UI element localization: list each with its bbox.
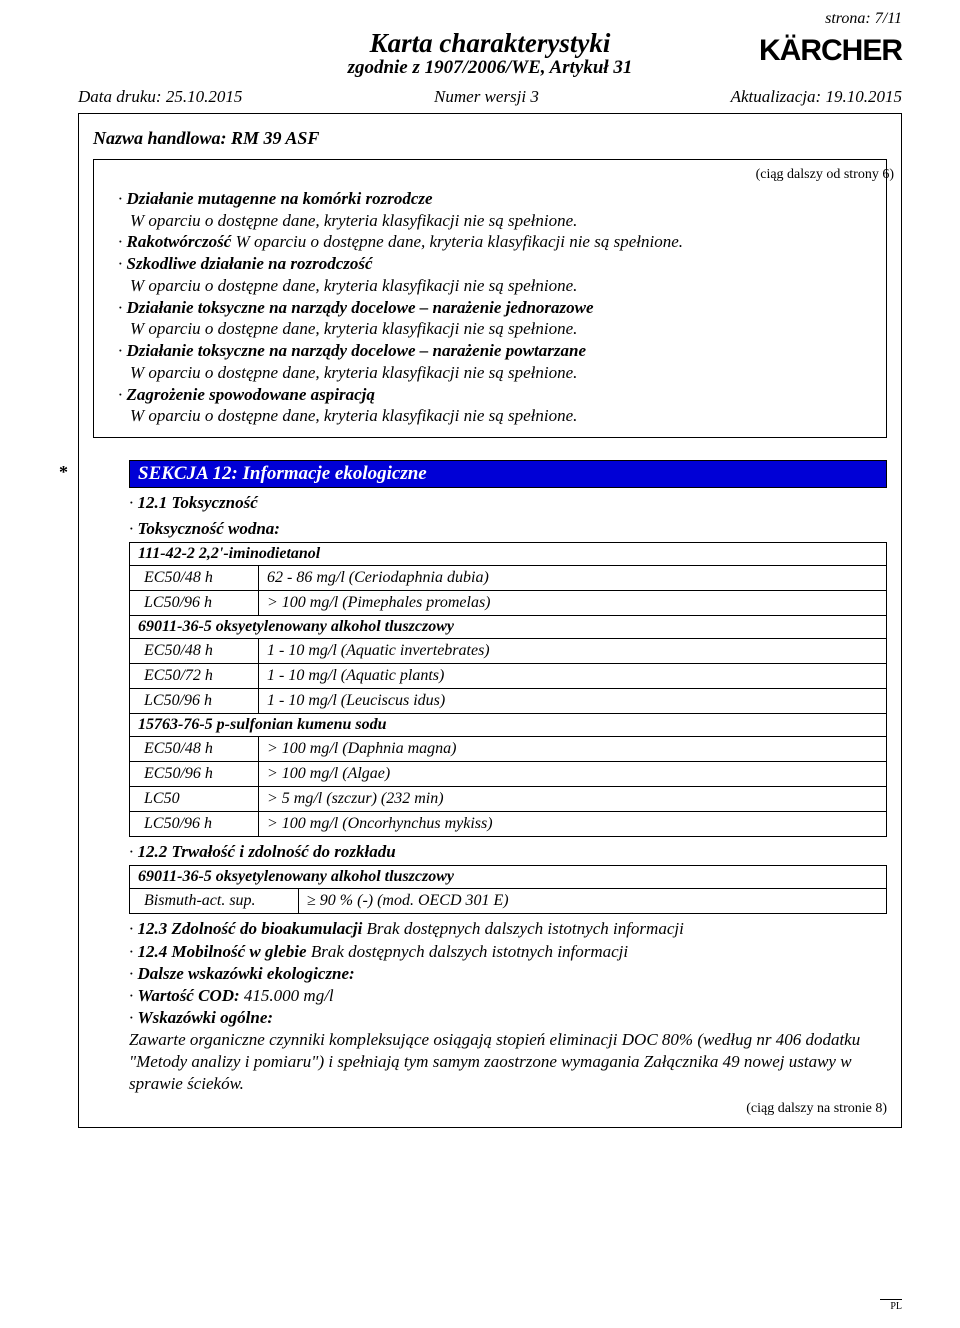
meta-row: Data druku: 25.10.2015 Numer wersji 3 Ak… xyxy=(78,87,902,107)
hazard-line: Szkodliwe działanie na rozrodczość xyxy=(130,253,874,275)
hazard-value: W oparciu o dostępne dane, kryteria klas… xyxy=(130,275,874,297)
deg-method: Bismuth-act. sup. xyxy=(130,889,299,913)
hazard-value: W oparciu o dostępne dane, kryteria klas… xyxy=(130,318,874,340)
tox-row: EC50/48 h 1 - 10 mg/l (Aquatic invertebr… xyxy=(130,639,886,664)
substance-header: 69011-36-5 oksyetylenowany alkohol tlusz… xyxy=(130,866,886,889)
hazard-line: Działanie toksyczne na narządy docelowe … xyxy=(130,340,874,362)
tox-test: LC50/96 h xyxy=(130,812,259,836)
continued-on: (ciąg dalszy na stronie 8) xyxy=(129,1101,887,1117)
tox-value: > 100 mg/l (Algae) xyxy=(259,762,886,786)
tox-row: LC50/96 h 1 - 10 mg/l (Leuciscus idus) xyxy=(130,689,886,714)
tox-value: > 100 mg/l (Daphnia magna) xyxy=(259,737,886,761)
s12-2-title: · 12.2 Trwałość i zdolność do rozkładu xyxy=(129,841,887,863)
version-number: Numer wersji 3 xyxy=(434,87,539,107)
degradability-table: 69011-36-5 oksyetylenowany alkohol tlusz… xyxy=(129,865,887,914)
substance-header: 111-42-2 2,2'-iminodietanol xyxy=(130,543,886,566)
trade-name: Nazwa handlowa: RM 39 ASF xyxy=(93,128,887,149)
general-hint-text: Zawarte organiczne czynniki kompleksując… xyxy=(129,1029,887,1095)
aquatic-tox-label: · Toksyczność wodna: xyxy=(129,518,887,540)
hazard-line: Działanie mutagenne na komórki rozrodcze xyxy=(130,188,874,210)
section11-continued: (ciąg dalszy od strony 6) Działanie muta… xyxy=(93,159,887,438)
tox-test: EC50/48 h xyxy=(130,737,259,761)
locale-mark: PL xyxy=(880,1299,902,1312)
change-marker-star: * xyxy=(59,462,68,483)
substance-header: 15763-76-5 p-sulfonian kumenu sodu xyxy=(130,714,886,737)
print-date: Data druku: 25.10.2015 xyxy=(78,87,242,107)
brand-logo: KÄRCHER xyxy=(759,34,902,68)
revision-date: Aktualizacja: 19.10.2015 xyxy=(731,87,902,107)
tox-test: EC50/72 h xyxy=(130,664,259,688)
deg-row: Bismuth-act. sup. ≥ 90 % (-) (mod. OECD … xyxy=(130,889,886,913)
tox-test: EC50/48 h xyxy=(130,566,259,590)
tox-row: EC50/72 h 1 - 10 mg/l (Aquatic plants) xyxy=(130,664,886,689)
hazard-value: W oparciu o dostępne dane, kryteria klas… xyxy=(130,405,874,427)
tox-row: EC50/96 h > 100 mg/l (Algae) xyxy=(130,762,886,787)
tox-row: EC50/48 h 62 - 86 mg/l (Ceriodaphnia dub… xyxy=(130,566,886,591)
tox-value: 1 - 10 mg/l (Aquatic invertebrates) xyxy=(259,639,886,663)
tox-row: LC50/96 h > 100 mg/l (Pimephales promela… xyxy=(130,591,886,616)
tox-value: > 100 mg/l (Pimephales promelas) xyxy=(259,591,886,615)
hazard-line: Działanie toksyczne na narządy docelowe … xyxy=(130,297,874,319)
tox-test: LC50/96 h xyxy=(130,591,259,615)
tox-test: EC50/48 h xyxy=(130,639,259,663)
hazard-value: W oparciu o dostępne dane, kryteria klas… xyxy=(130,210,874,232)
tox-value: > 100 mg/l (Oncorhynchus mykiss) xyxy=(259,812,886,836)
section-12-header: SEKCJA 12: Informacje ekologiczne xyxy=(129,460,887,488)
s12-1-title: · 12.1 Toksyczność xyxy=(129,492,887,514)
hazard-line: Rakotwórczość W oparciu o dostępne dane,… xyxy=(130,231,874,253)
s12-lower-text: · 12.3 Zdolność do bioakumulacji Brak do… xyxy=(129,918,887,1095)
tox-row: LC50 > 5 mg/l (szczur) (232 min) xyxy=(130,787,886,812)
tox-value: > 5 mg/l (szczur) (232 min) xyxy=(259,787,886,811)
tox-test: LC50/96 h xyxy=(130,689,259,713)
content-frame: Nazwa handlowa: RM 39 ASF (ciąg dalszy o… xyxy=(78,113,902,1128)
tox-row: EC50/48 h > 100 mg/l (Daphnia magna) xyxy=(130,737,886,762)
hazard-value: W oparciu o dostępne dane, kryteria klas… xyxy=(130,362,874,384)
page: strona: 7/11 KÄRCHER Karta charakterysty… xyxy=(0,0,960,1328)
hazard-line: Zagrożenie spowodowane aspiracją xyxy=(130,384,874,406)
section-12: * SEKCJA 12: Informacje ekologiczne · 12… xyxy=(129,460,887,1117)
tox-row: LC50/96 h > 100 mg/l (Oncorhynchus mykis… xyxy=(130,812,886,836)
tox-test: EC50/96 h xyxy=(130,762,259,786)
substance-header: 69011-36-5 oksyetylenowany alkohol tlusz… xyxy=(130,616,886,639)
tox-test: LC50 xyxy=(130,787,259,811)
deg-value: ≥ 90 % (-) (mod. OECD 301 E) xyxy=(299,889,886,913)
tox-value: 1 - 10 mg/l (Leuciscus idus) xyxy=(259,689,886,713)
page-number: strona: 7/11 xyxy=(825,10,902,28)
toxicity-table: 111-42-2 2,2'-iminodietanol EC50/48 h 62… xyxy=(129,542,887,837)
tox-value: 1 - 10 mg/l (Aquatic plants) xyxy=(259,664,886,688)
continued-from: (ciąg dalszy od strony 6) xyxy=(130,166,894,184)
tox-value: 62 - 86 mg/l (Ceriodaphnia dubia) xyxy=(259,566,886,590)
